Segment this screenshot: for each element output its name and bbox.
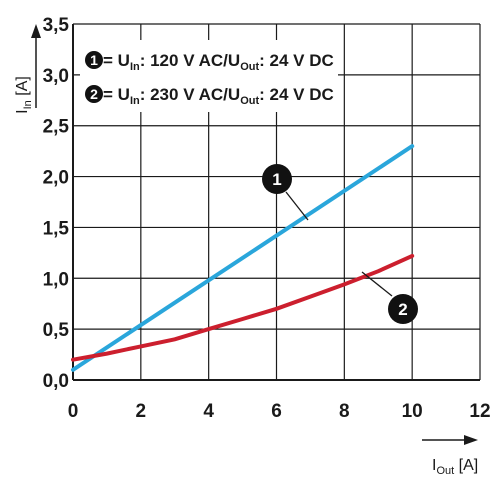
x-axis-arrow [422, 435, 478, 445]
legend-entry-1-part1: = U [103, 51, 130, 70]
legend-entry-1-sub1: In [130, 61, 140, 73]
y-axis-title-sub: In [22, 100, 34, 109]
x-axis-title-sub: Out [436, 465, 454, 477]
series-callout-2: 2 [361, 271, 418, 324]
y-tick-label: 1,0 [43, 269, 69, 290]
legend-entry-1: 1 = UIn: 120 V AC/UOut: 24 V DC [85, 51, 334, 73]
x-tick-label: 4 [203, 401, 214, 422]
series-callout-2-badge [388, 294, 418, 324]
x-tick-label: 2 [136, 401, 147, 422]
legend-marker-2-number: 2 [90, 86, 98, 102]
y-tick-label: 2,5 [43, 117, 70, 138]
series-callout-1-number: 1 [272, 170, 281, 189]
legend-entry-1-part2: : 120 V AC/U [140, 51, 240, 70]
svg-text:IIn [A]: IIn [A] [14, 76, 34, 114]
x-axis-title-main: I [432, 457, 436, 474]
series-line-1 [71, 144, 415, 372]
y-tick-label: 3,5 [43, 15, 70, 36]
legend-entry-1-part3: : 24 V DC [259, 51, 334, 70]
legend-background [80, 40, 338, 112]
y-axis-title-unit: [A] [14, 76, 31, 100]
svg-text:= UIn: 230 V AC/UOut: 24 V DC: = UIn: 230 V AC/UOut: 24 V DC [103, 85, 334, 107]
legend-entry-2-part3: : 24 V DC [259, 85, 334, 104]
series-callout-2-number: 2 [398, 300, 407, 319]
x-axis-title: IOut [A] [432, 457, 478, 477]
legend-entry-1-sub2: Out [240, 61, 259, 73]
legend-entry-2-part1: = U [103, 85, 130, 104]
x-tick-label: 10 [402, 401, 423, 422]
y-tick-label: 0,5 [43, 320, 70, 341]
legend: 1 = UIn: 120 V AC/UOut: 24 V DC 2 = UIn:… [80, 40, 338, 112]
x-axis-title-unit: [A] [454, 457, 478, 474]
svg-text:= UIn: 120 V AC/UOut: 24 V DC: = UIn: 120 V AC/UOut: 24 V DC [103, 51, 334, 73]
legend-entry-2: 2 = UIn: 230 V AC/UOut: 24 V DC [85, 85, 334, 107]
series-callout-1-badge [262, 164, 292, 194]
y-tick-label: 1,5 [43, 218, 70, 239]
legend-entry-2-sub1: In [130, 95, 140, 107]
x-tick-labels: 0 2 4 6 8 10 12 [68, 401, 491, 422]
y-tick-labels: 0,0 0,5 1,0 1,5 2,0 2,5 3,0 3,5 [43, 15, 70, 392]
x-tick-label: 8 [339, 401, 350, 422]
series-line-2 [71, 253, 415, 362]
y-axis-arrow [31, 24, 41, 108]
series-callout-1: 1 [262, 164, 309, 221]
legend-marker-2 [85, 85, 103, 103]
x-tick-label: 12 [469, 401, 490, 422]
legend-entry-2-part2: : 230 V AC/U [140, 85, 240, 104]
y-tick-label: 3,0 [43, 66, 69, 87]
y-axis-title: IIn [A] [14, 76, 34, 114]
y-tick-label: 2,0 [43, 168, 69, 189]
x-tick-label: 0 [68, 401, 79, 422]
legend-marker-1 [85, 51, 103, 69]
y-tick-label: 0,0 [43, 371, 69, 392]
x-tick-label: 6 [271, 401, 282, 422]
legend-marker-1-number: 1 [90, 52, 98, 68]
legend-entry-2-sub2: Out [240, 95, 259, 107]
y-axis-title-main: I [14, 109, 31, 113]
